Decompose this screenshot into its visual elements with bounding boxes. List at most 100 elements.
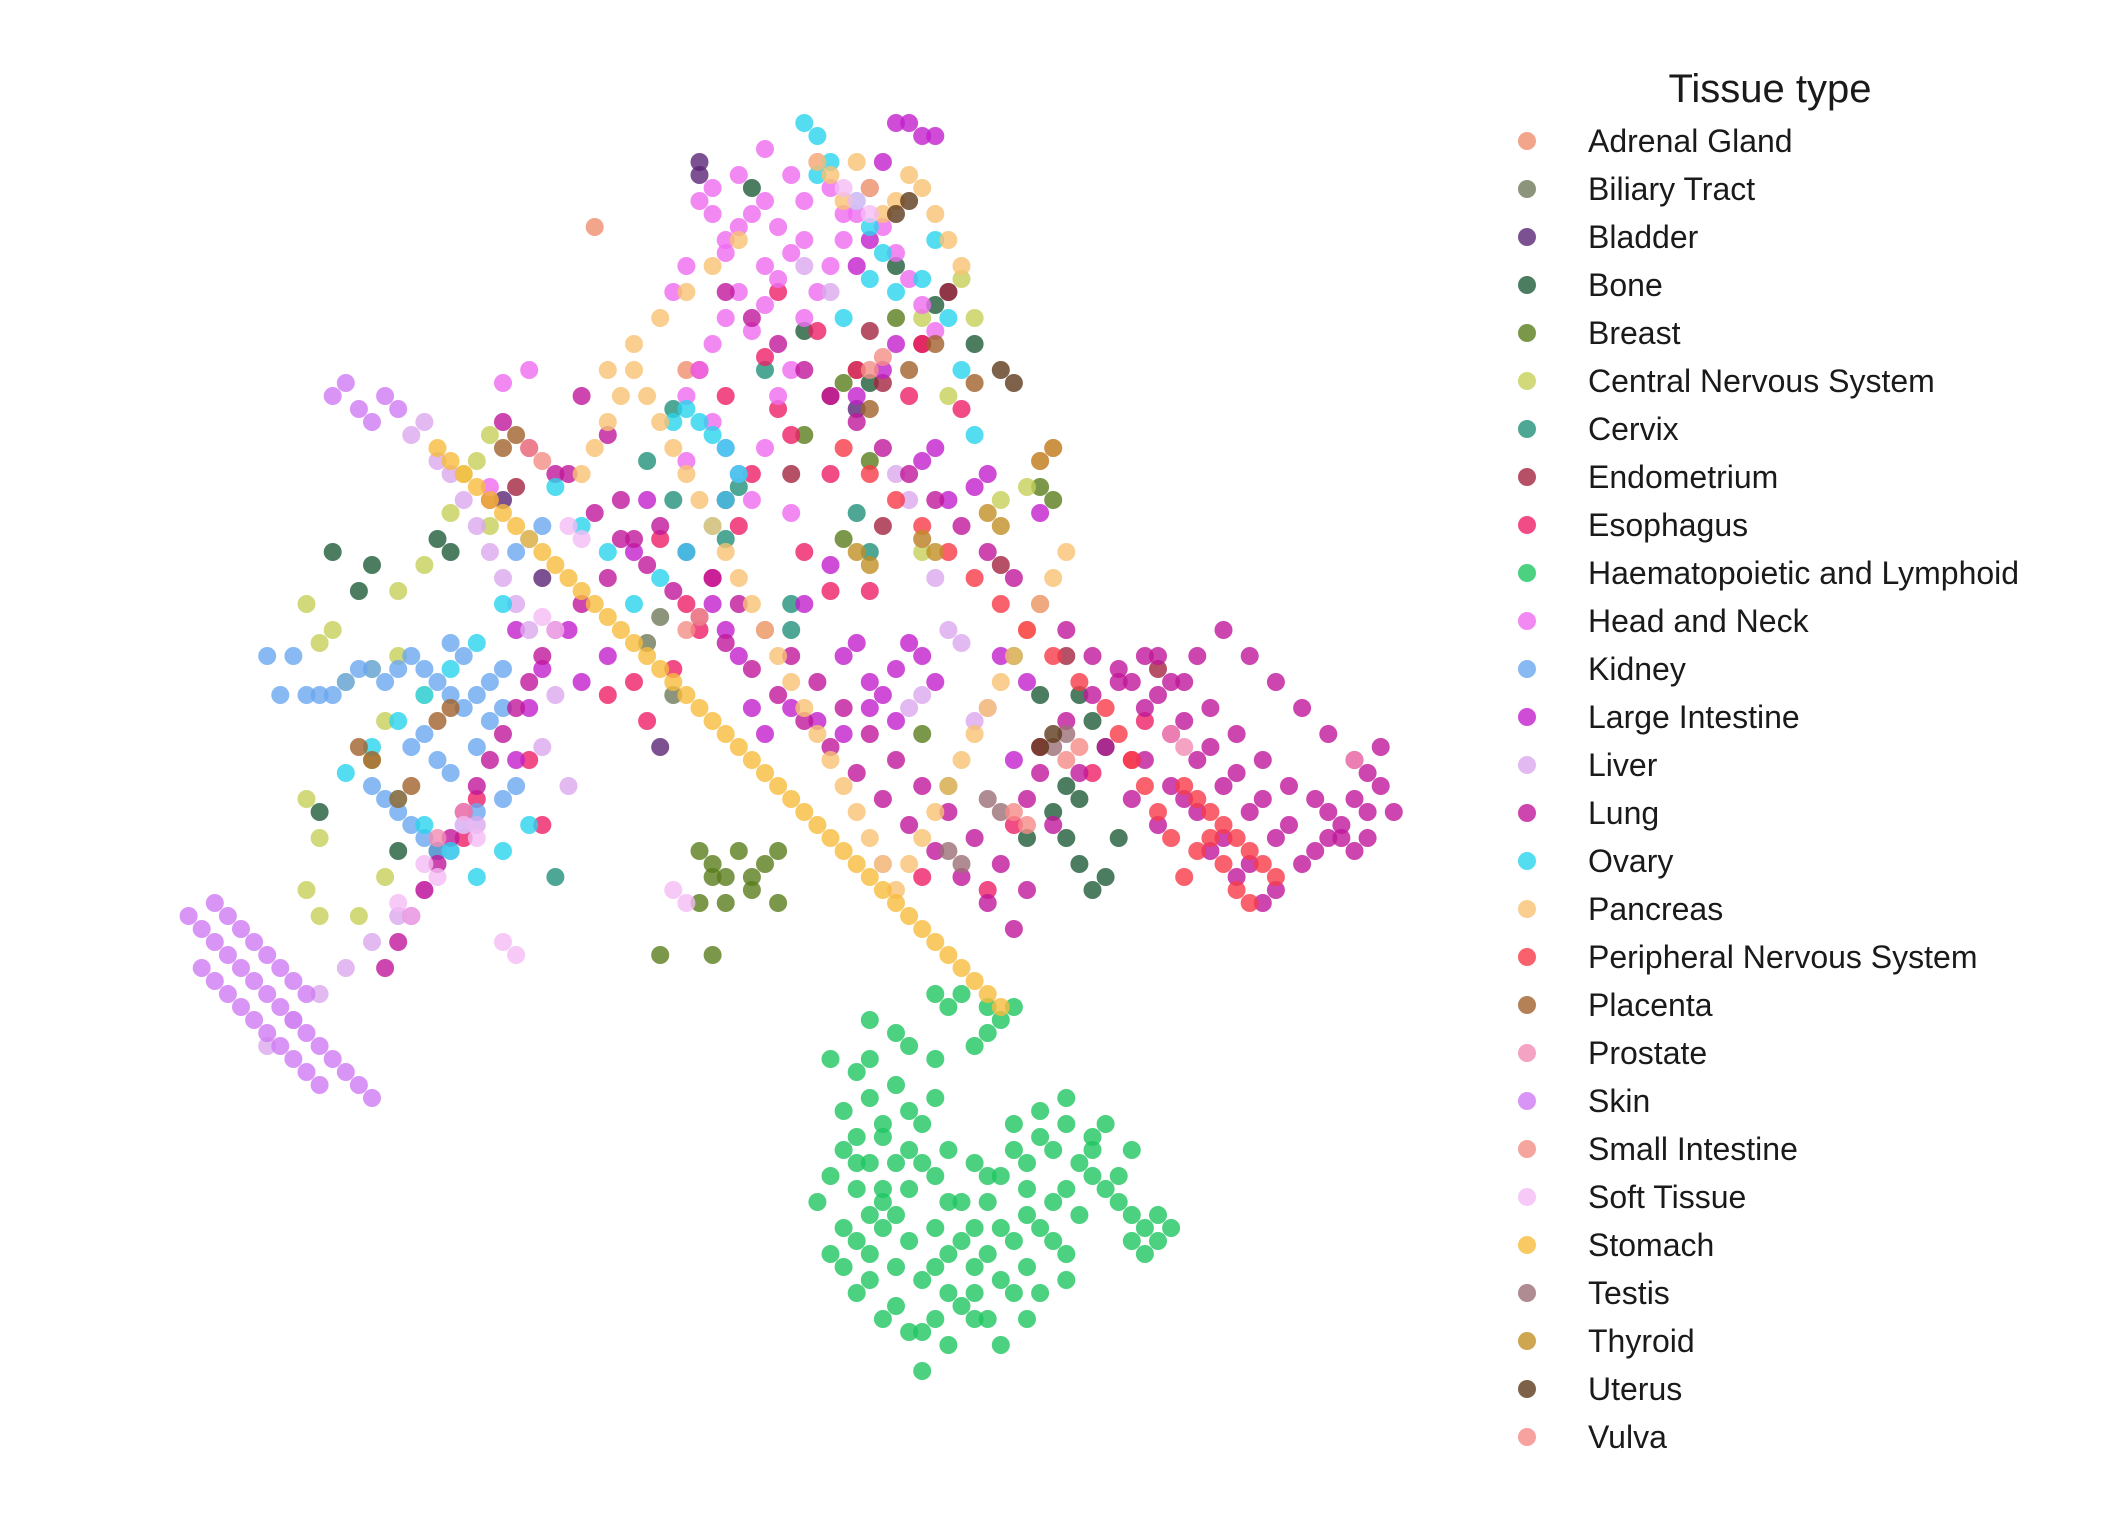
legend-marker	[1518, 612, 1536, 630]
scatter-point	[218, 946, 237, 964]
scatter-point	[860, 1271, 879, 1289]
scatter-point	[729, 478, 748, 496]
scatter-point	[638, 634, 657, 652]
legend-marker	[1518, 708, 1536, 726]
scatter-point	[638, 556, 657, 574]
scatter-point	[965, 1284, 984, 1302]
scatter-point	[847, 1284, 866, 1302]
scatter-point	[1044, 738, 1063, 756]
scatter-point	[860, 361, 879, 379]
scatter-point	[1175, 738, 1194, 756]
scatter-point	[467, 816, 486, 834]
scatter-point	[1096, 868, 1115, 886]
scatter-point	[1175, 790, 1194, 808]
scatter-point	[939, 998, 958, 1016]
scatter-point	[873, 439, 892, 457]
scatter-point	[926, 842, 945, 860]
scatter-point	[1057, 621, 1076, 639]
scatter-point	[900, 1037, 919, 1055]
scatter-point	[952, 634, 971, 652]
scatter-point	[598, 608, 617, 626]
scatter-point	[887, 491, 905, 509]
legend-marker	[1518, 996, 1536, 1014]
scatter-point	[1031, 686, 1050, 704]
scatter-point	[690, 153, 709, 171]
scatter-point	[1253, 751, 1272, 769]
legend-entry: Head and Neck	[1518, 603, 1810, 639]
scatter-point	[873, 517, 892, 535]
scatter-point	[952, 855, 971, 873]
scatter-point	[1122, 1232, 1141, 1250]
scatter-point	[454, 647, 473, 665]
scatter-point	[1083, 1141, 1102, 1159]
scatter-point	[1018, 1180, 1036, 1198]
scatter-point	[887, 751, 905, 769]
scatter-point	[1083, 764, 1102, 782]
scatter-point	[664, 673, 683, 691]
legend-label: Skin	[1588, 1083, 1650, 1119]
scatter-point	[572, 465, 591, 483]
scatter-point	[677, 686, 696, 704]
scatter-point	[363, 660, 381, 678]
legend-entry: Prostate	[1518, 1035, 1707, 1071]
scatter-point	[415, 660, 434, 678]
scatter-point	[834, 1141, 853, 1159]
scatter-point	[376, 790, 395, 808]
scatter-point	[441, 764, 460, 782]
scatter-point	[782, 790, 801, 808]
scatter-point	[900, 816, 919, 834]
scatter-point	[1083, 1128, 1102, 1146]
scatter-point	[913, 1271, 932, 1289]
scatter-point	[1293, 855, 1312, 873]
scatter-point	[1266, 829, 1285, 847]
scatter-point	[1057, 647, 1076, 665]
scatter-point	[1122, 1206, 1141, 1224]
scatter-point	[808, 283, 827, 301]
scatter-point	[428, 868, 447, 886]
scatter-point	[900, 1180, 919, 1198]
legend-entry: Kidney	[1518, 651, 1686, 687]
scatter-point	[952, 400, 971, 418]
scatter-point	[834, 374, 853, 392]
scatter-point	[1135, 751, 1154, 769]
scatter-point	[834, 192, 853, 210]
legend-entry: Uterus	[1518, 1371, 1682, 1407]
scatter-point	[480, 712, 499, 730]
scatter-point	[690, 699, 709, 717]
legend-entry: Placenta	[1518, 987, 1713, 1023]
scatter-point	[860, 582, 879, 600]
scatter-point	[939, 803, 958, 821]
scatter-point	[887, 335, 905, 353]
scatter-point	[258, 1024, 277, 1042]
scatter-point	[1201, 829, 1220, 847]
scatter-point	[494, 933, 512, 951]
scatter-point	[716, 530, 735, 548]
scatter-point	[847, 387, 866, 405]
scatter-point	[952, 1193, 971, 1211]
scatter-point	[1031, 764, 1050, 782]
scatter-point	[389, 803, 408, 821]
scatter-point	[336, 764, 355, 782]
scatter-point	[336, 959, 355, 977]
scatter-point	[507, 621, 526, 639]
scatter-point	[926, 673, 945, 691]
scatter-point	[939, 491, 958, 509]
scatter-point	[611, 621, 630, 639]
scatter-point	[1018, 673, 1036, 691]
scatter-point	[821, 829, 840, 847]
scatter-point	[349, 400, 368, 418]
plot-area	[179, 114, 1403, 1380]
scatter-point	[232, 959, 250, 977]
scatter-point	[454, 699, 473, 717]
scatter-point	[454, 816, 473, 834]
scatter-point	[834, 842, 853, 860]
scatter-point	[598, 413, 617, 431]
scatter-point	[952, 985, 971, 1003]
scatter-point	[887, 1258, 905, 1276]
scatter-point	[1018, 790, 1036, 808]
legend-entry: Haematopoietic and Lymphoid	[1518, 555, 2019, 591]
scatter-point	[808, 166, 827, 184]
series-group	[428, 439, 1010, 1016]
scatter-point	[703, 595, 722, 613]
scatter-point	[782, 465, 801, 483]
